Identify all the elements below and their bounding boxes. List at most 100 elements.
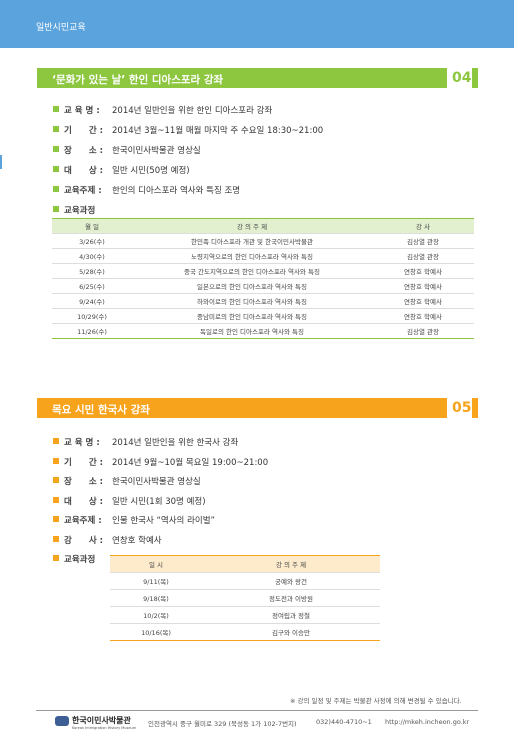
table-cell: 4/30(수) <box>79 253 105 261</box>
table-cell: 10/16(목) <box>141 629 171 637</box>
table-cell: 노령지역으로의 한인 디아스포라 역사와 특징 <box>191 253 313 261</box>
logo-icon <box>55 716 69 726</box>
item-label: 교육과정 <box>64 555 96 565</box>
edge-mark <box>0 155 2 169</box>
header-band <box>0 0 514 48</box>
table-row: 4/30(수) 노령지역으로의 한인 디아스포라 역사와 특징 김상열 관장 <box>52 248 474 264</box>
table-cell: 3/26(수) <box>79 238 105 246</box>
table-cell: 정도전과 이방원 <box>269 595 313 603</box>
table-row: 10/2(목) 정여립과 정철 <box>110 606 380 624</box>
item-label: 장 소 : <box>64 146 103 156</box>
item-label: 대 상 : <box>64 166 103 176</box>
table-cell: 일본으로의 한인 디아스포라 역사와 특징 <box>197 283 307 291</box>
table-cell: 김상열 관장 <box>407 238 439 246</box>
table-cell: 5/28(수) <box>79 268 105 276</box>
table-row: 6/25(수) 일본으로의 한인 디아스포라 역사와 특징 연창호 학예사 <box>52 278 474 294</box>
section-title: ‘문화가 있는 날’ 한인 디아스포라 강좌 <box>52 74 224 86</box>
table-cell: 중국 간도지역으로의 한인 디아스포라 역사와 특징 <box>184 268 320 276</box>
section-bar <box>37 68 447 88</box>
bullet <box>53 438 59 444</box>
item-label: 강 사 : <box>64 535 103 546</box>
item-label: 대 상 : <box>64 496 103 507</box>
bullet <box>53 477 59 483</box>
bullet <box>53 516 59 522</box>
bullet <box>53 206 59 212</box>
item-value: 2014년 일반인을 위한 한국사 강좌 <box>112 438 239 448</box>
item-label: 교 육 명 : <box>64 438 100 448</box>
header-cell: 일 시 <box>148 561 164 569</box>
item-value: 연창호 학예사 <box>112 535 162 546</box>
bullet <box>53 457 59 464</box>
table-cell: 연창호 학예사 <box>404 298 442 306</box>
table-cell: 연창호 학예사 <box>404 283 442 291</box>
phone: 032)440-4710~1 <box>316 718 372 726</box>
header-title: 일반시민교육 <box>36 23 86 33</box>
bullet <box>53 126 59 132</box>
section-edge <box>472 68 478 88</box>
table-cell: 독일로의 한인 디아스포라 역사와 특징 <box>200 328 304 336</box>
logo-sub: Korean Immigration History Museum <box>72 726 137 730</box>
table-cell: 9/18(목) <box>143 595 169 603</box>
table-cell: 연창호 학예사 <box>404 313 442 321</box>
bullet <box>53 186 59 192</box>
bullet <box>53 106 59 112</box>
table-cell: 연창호 학예사 <box>404 268 442 276</box>
table-row: 10/16(목) 김구와 이승만 <box>110 623 380 641</box>
logo: 한국이민사박물관 <box>72 716 131 725</box>
item-value: 한국이민사박물관 영상실 <box>112 477 201 487</box>
table-cell: 김상열 관장 <box>407 253 439 261</box>
bullet <box>53 555 59 561</box>
header-cell: 강 의 주 제 <box>275 561 307 569</box>
item-label: 기 간 : <box>64 126 103 136</box>
bullet <box>53 146 59 152</box>
footer-rule <box>36 710 478 711</box>
header-cell: 강 의 주 제 <box>236 223 268 231</box>
table-row: 3/26(수) 한민족 디아스포라 개관 및 한국이민사박물관 김상열 관장 <box>52 233 474 249</box>
table-row: 11/26(수) 독일로의 한인 디아스포라 역사와 특징 김상열 관장 <box>52 323 474 339</box>
note: ※ 강의 일정 및 주제는 박물관 사정에 의해 변경될 수 있습니다. <box>290 697 462 705</box>
schedule-table: 월 일 강 의 주 제 강 사 3/26(수) 한민족 디아스포라 개관 및 한국이민사… <box>52 218 474 339</box>
address: 인천광역시 중구 월미로 329 (북성동 1가 102-7번지) <box>148 720 297 728</box>
bullet <box>53 535 59 542</box>
item-value: 한국이민사박물관 영상실 <box>112 146 201 156</box>
bullet <box>53 166 59 172</box>
item-label: 교육주제 : <box>64 186 102 196</box>
item-label: 교육주제 : <box>64 516 102 526</box>
item-value: 일반 시민(1회 30명 예정) <box>112 496 206 507</box>
item-value: 한인의 디아스포라 역사와 특징 조명 <box>112 186 241 196</box>
table-row: 10/29(수) 중남미로의 한인 디아스포라 역사와 특징 연창호 학예사 <box>52 308 474 324</box>
header-cell: 월 일 <box>84 223 100 231</box>
item-value: 2014년 9월~10월 목요일 19:00~21:00 <box>112 457 269 468</box>
item-value: 인물 한국사 “역사의 라이벌” <box>112 516 215 526</box>
table-cell: 궁예와 왕건 <box>275 578 307 586</box>
bullet <box>53 496 59 503</box>
table-cell: 6/25(수) <box>79 283 105 291</box>
section-title: 목요 시민 한국사 강좌 <box>52 404 150 416</box>
table-row: 5/28(수) 중국 간도지역으로의 한인 디아스포라 역사와 특징 연창호 학예사 <box>52 263 474 279</box>
header-cell: 강 사 <box>415 223 431 231</box>
table-cell: 11/26(수) <box>77 328 107 336</box>
section-number: 05 <box>452 400 472 416</box>
item-label: 교육과정 <box>64 206 96 216</box>
table-row: 9/11(목) 궁예와 왕건 <box>110 572 380 590</box>
section-number: 04 <box>452 70 472 86</box>
table-cell: 중남미로의 한인 디아스포라 역사와 특징 <box>197 313 307 321</box>
section-bar <box>37 398 447 418</box>
item-label: 기 간 : <box>64 457 103 468</box>
table-cell: 김상열 관장 <box>407 328 439 336</box>
item-label: 교 육 명 : <box>64 106 100 116</box>
item-value: 2014년 일반인을 위한 한인 디아스포라 강좌 <box>112 106 273 116</box>
table-cell: 10/2(목) <box>143 612 169 620</box>
table-cell: 10/29(수) <box>77 313 107 321</box>
table-cell: 한민족 디아스포라 개관 및 한국이민사박물관 <box>191 238 313 246</box>
schedule-table: 일 시 강 의 주 제 9/11(목) 궁예와 왕건 9/18(목) 정도전과 이방원 10… <box>110 555 380 641</box>
table-cell: 김구와 이승만 <box>272 629 310 637</box>
item-label: 장 소 : <box>64 477 103 487</box>
table-cell: 정여립과 정철 <box>272 612 310 620</box>
item-value: 2014년 3월~11월 매월 마지막 주 수요일 18:30~21:00 <box>112 126 324 136</box>
table-cell: 하와이로의 한인 디아스포라 역사와 특징 <box>197 298 307 306</box>
table-cell: 9/24(수) <box>79 298 105 306</box>
